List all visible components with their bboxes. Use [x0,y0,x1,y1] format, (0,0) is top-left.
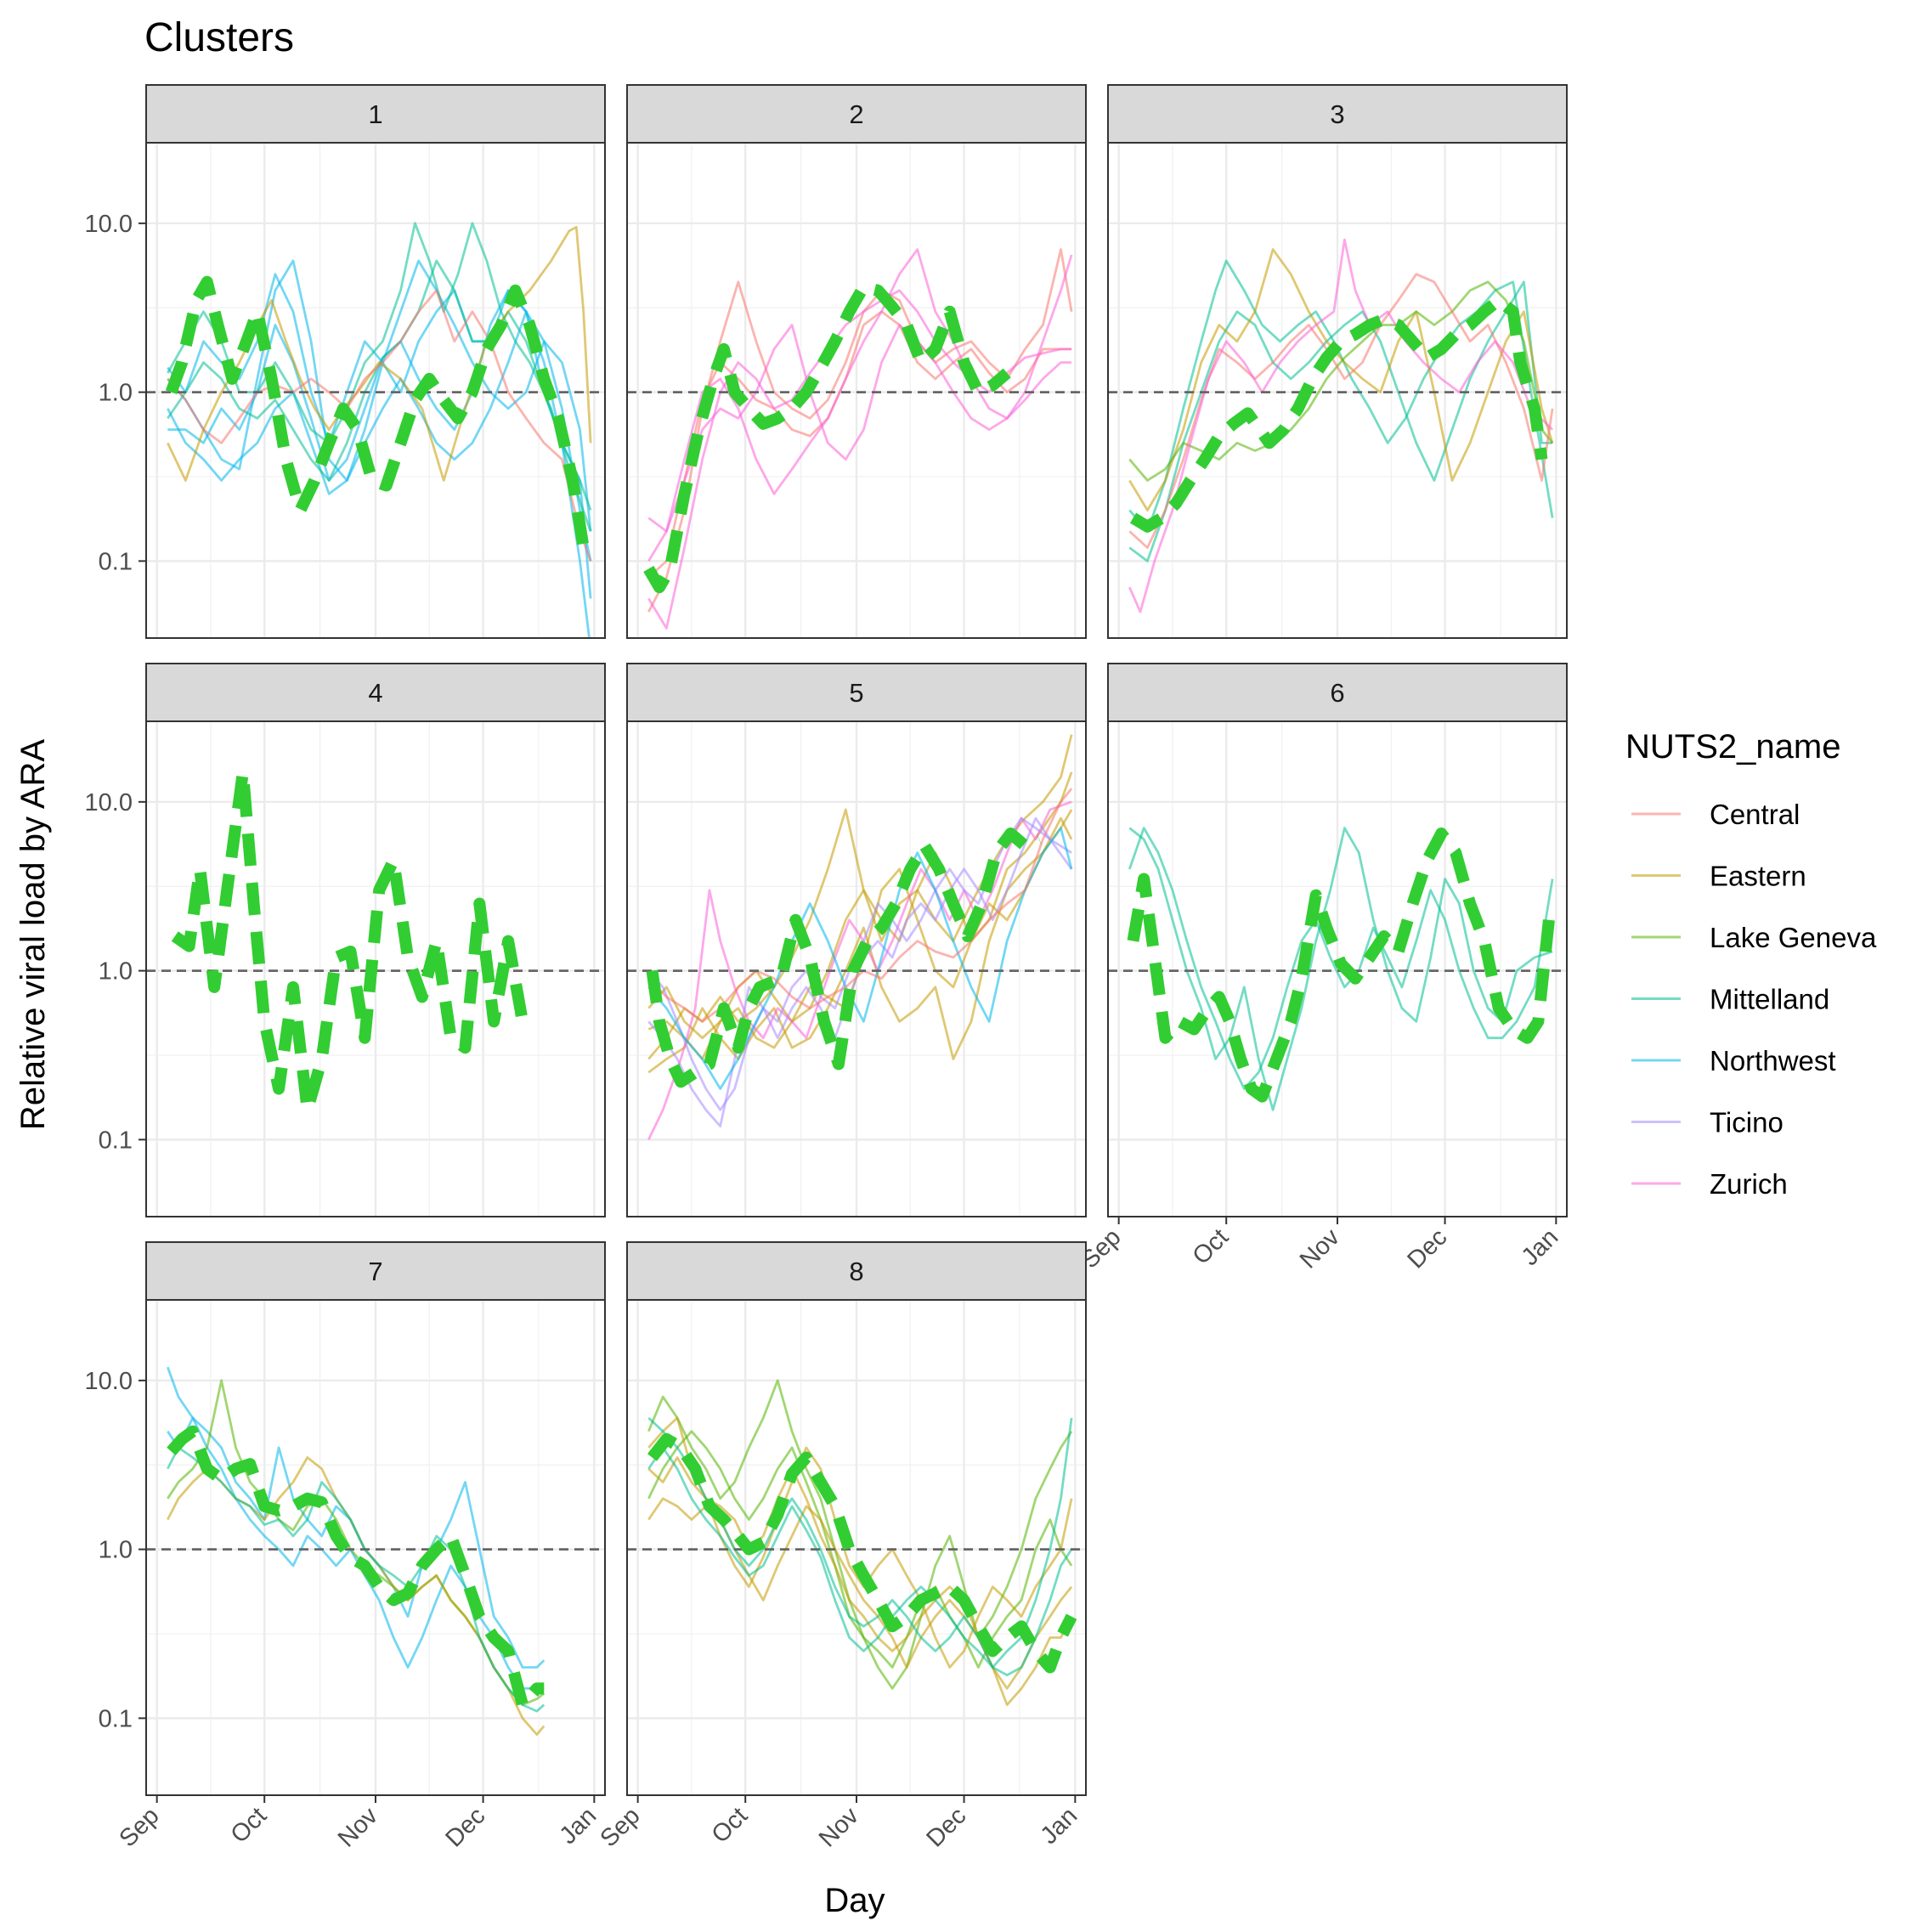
centroid-line [643,280,1011,594]
legend-label: Eastern [1710,861,1806,892]
series-group [146,1366,605,1736]
series-group [1108,827,1567,1111]
legend-item: Ticino [1631,1107,1784,1138]
series-line-mittelland [647,1446,1073,1676]
series-group [627,248,1086,630]
centroid-line [165,275,590,549]
panel-1: 1 0.1 1.0 10.0 [85,84,606,639]
centroid-line [167,1425,545,1711]
centroid-line [1129,294,1548,533]
legend-label: Central [1710,799,1800,830]
panel-5: 5 [626,663,1087,1217]
y-tick-label: 10.0 [85,211,133,238]
facet-strip-label: 8 [849,1257,863,1286]
legend-label: Zurich [1710,1168,1788,1200]
panel-2: 2 [626,84,1087,639]
y-tick-label: 1.0 [99,1537,133,1564]
series-group [1108,238,1567,613]
series-line-mittelland [167,1446,546,1713]
y-tick-label: 10.0 [85,789,133,816]
facet-strip [145,663,606,722]
series-group [627,1379,1086,1706]
legend-item: Eastern [1631,861,1806,892]
panel-4: 4 0.1 1.0 10.0 [85,663,606,1217]
facet-strip-label: 4 [368,678,382,708]
chart-title: Clusters [144,15,294,60]
panel-border [1107,142,1568,639]
series-group [627,734,1086,1141]
y-axis-title: Relative viral load by ARA [14,739,52,1131]
y-tick-label: 1.0 [99,380,133,407]
y-tick-label: 0.1 [99,1127,133,1154]
y-tick-label: 10.0 [85,1368,133,1395]
series-line-northwest [167,310,592,562]
x-axis-title: Day [824,1882,885,1919]
legend: NUTS2_name Central Eastern Lake Geneva Mitt… [1625,728,1877,1200]
facet-strip-label: 1 [368,99,382,129]
panel-3: 3 [1107,84,1568,639]
series-line-lake-geneva [1128,280,1554,482]
panel-border [145,142,606,639]
series-line-eastern [647,1456,1073,1690]
facet-strip [626,84,1087,144]
series-group [146,765,605,1116]
y-tick-label: 0.1 [99,1705,133,1732]
legend-title: NUTS2_name [1625,728,1840,765]
legend-item: Central [1631,799,1800,830]
centroid-line [171,765,529,1116]
series-line-central [167,289,592,562]
legend-item: Northwest [1631,1045,1836,1076]
centroid-line [1127,828,1555,1103]
y-tick-label: 1.0 [99,958,133,986]
grid [1108,143,1567,638]
centroid-line [646,828,1043,1088]
legend-item: Mittelland [1631,984,1829,1015]
panel-border [626,720,1087,1217]
legend-label: Northwest [1710,1045,1836,1076]
series-line-zurich [647,324,1072,533]
legend-items: Central Eastern Lake Geneva Mittelland North… [1631,799,1877,1200]
facet-strip [145,84,606,144]
centroid-line [647,1432,1077,1674]
series-line-zurich [647,800,1072,1141]
legend-label: Lake Geneva [1710,922,1877,953]
series-line-eastern [1128,248,1554,511]
y-tick-label: 0.1 [99,548,133,575]
series-line-mittelland [1128,827,1553,1111]
series-line-northwest [647,827,1073,1090]
series-line-central [1128,273,1554,549]
facet-strip-label: 6 [1330,678,1344,708]
series-line-mittelland [167,259,592,511]
facet-strip [626,663,1087,722]
facet-strip-label: 7 [368,1257,382,1286]
panel-border [626,142,1087,639]
legend-label: Ticino [1710,1107,1784,1138]
facet-strip-label: 2 [849,99,863,129]
legend-label: Mittelland [1710,984,1829,1015]
facet-strip-label: 3 [1330,99,1344,129]
series-line-eastern [167,225,592,482]
grid [627,1300,1086,1795]
legend-item: Zurich [1631,1168,1788,1200]
facet-strip [1107,84,1568,144]
facet-strip [145,1241,606,1301]
series-line-zurich [1128,238,1554,613]
series-line-mittelland [1128,827,1554,1090]
series-line-lake-geneva [647,1430,1073,1669]
facet-strip [1107,663,1568,722]
legend-item: Lake Geneva [1631,922,1877,953]
panel-border [145,720,606,1217]
facet-strip-label: 5 [849,678,863,708]
series-group [146,222,605,638]
